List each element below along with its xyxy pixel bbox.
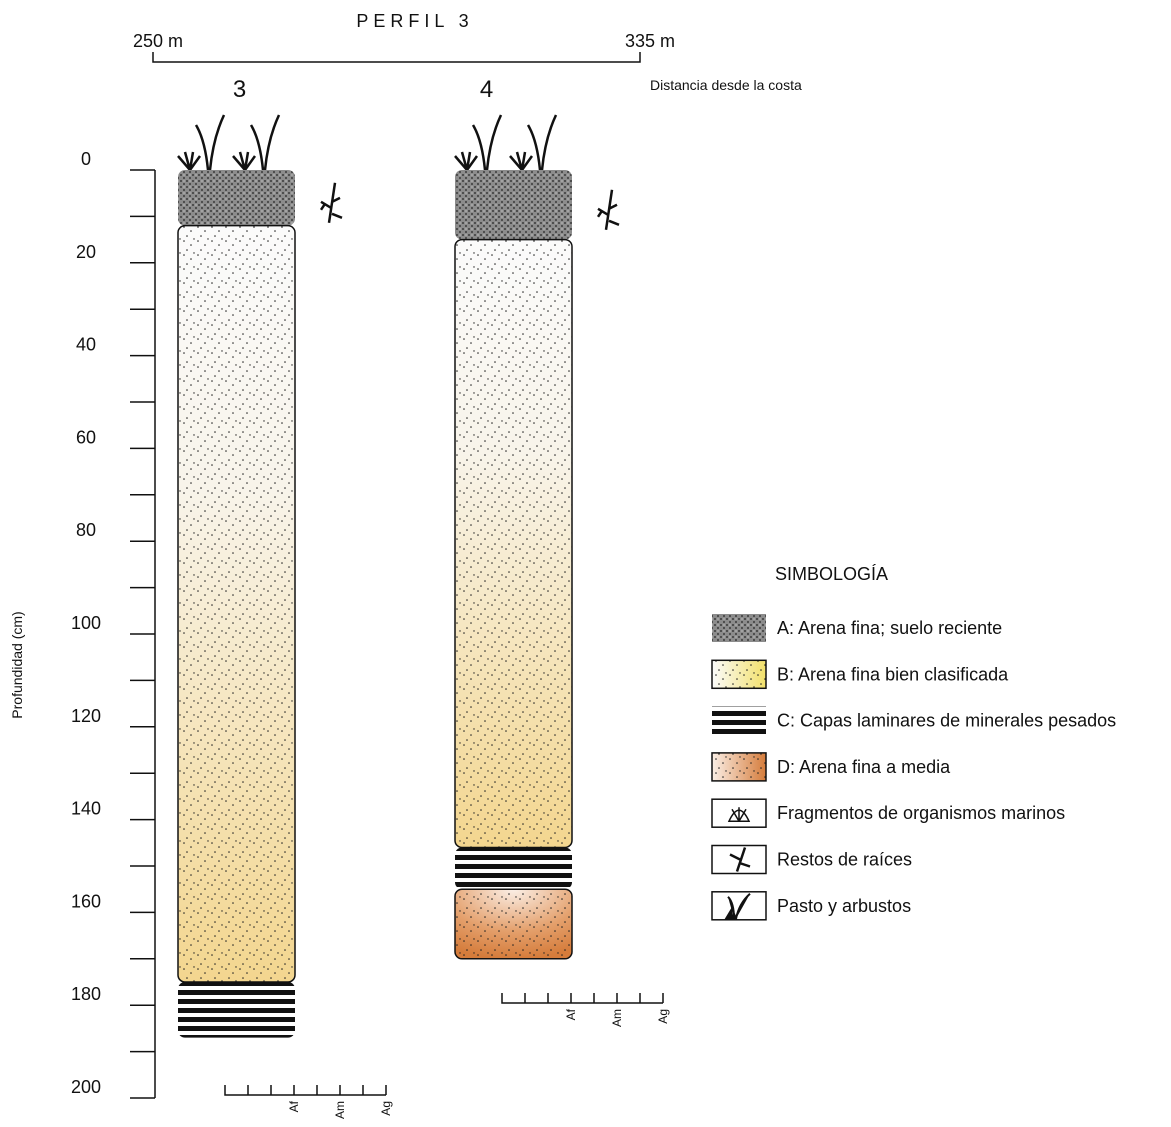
columns: 3 Af Am Ag 4 Af Am Ag	[178, 76, 670, 1119]
legend-swatch	[712, 660, 766, 688]
grain-label: Ag	[656, 1009, 670, 1024]
legend-label: D: Arena fina a media	[777, 757, 951, 777]
layer	[455, 889, 572, 959]
grain-label: Af	[287, 1100, 301, 1112]
tick-label: 60	[76, 427, 96, 447]
legend-swatch	[712, 753, 766, 781]
grain-label: Ag	[379, 1101, 393, 1116]
grain-scale	[502, 993, 663, 1003]
root-icon	[321, 183, 342, 223]
end-label: 335 m	[625, 31, 675, 51]
layer	[455, 240, 572, 848]
tick-label: 40	[76, 335, 96, 355]
caption: Distancia desde la costa	[650, 77, 802, 93]
grass	[455, 115, 501, 170]
grain-label: Am	[610, 1009, 624, 1027]
legend-swatch	[712, 892, 766, 920]
grain-label: Af	[564, 1008, 578, 1020]
legend-label: C: Capas laminares de minerales pesados	[777, 711, 1116, 731]
layer	[455, 847, 572, 889]
legend-label: Fragmentos de organismos marinos	[777, 803, 1065, 823]
layer	[178, 982, 295, 1038]
grain-label: Am	[333, 1101, 347, 1119]
legend-swatch	[712, 614, 766, 642]
legend-swatch	[712, 707, 766, 735]
column-label: 3	[233, 76, 246, 103]
tick-label: 160	[71, 891, 101, 911]
legend-label: Restos de raíces	[777, 850, 912, 870]
tick-label: 200	[71, 1077, 101, 1097]
legend-title: SIMBOLOGÍA	[775, 564, 888, 584]
legend-label: Pasto y arbustos	[777, 896, 911, 916]
distance-bar	[153, 52, 640, 62]
layer	[455, 170, 572, 240]
layer	[178, 226, 295, 982]
column-label: 4	[480, 76, 493, 103]
root-icon	[598, 190, 619, 230]
legend-label: B: Arena fina bien clasificada	[777, 664, 1009, 684]
start-label: 250 m	[133, 31, 183, 51]
grass	[510, 115, 556, 170]
tick-label: 20	[76, 242, 96, 262]
title: PERFIL 3	[356, 11, 473, 31]
legend-label: A: Arena fina; suelo reciente	[777, 618, 1002, 638]
grass	[178, 115, 224, 170]
grain-scale	[225, 1085, 386, 1095]
legend: A: Arena fina; suelo reciente B: Arena fi…	[712, 614, 1116, 920]
grass-icon	[455, 115, 556, 170]
tick-label: 100	[71, 613, 101, 633]
axis-label: Profundidad (cm)	[9, 611, 25, 718]
depth-axis: 0 20 40 60 80 100 120 140 160 180 200	[71, 149, 155, 1098]
layer	[178, 170, 295, 226]
tick-label: 140	[71, 799, 101, 819]
grass	[233, 115, 279, 170]
tick-label: 0	[81, 149, 91, 169]
tick-label: 180	[71, 984, 101, 1004]
grass-icon	[178, 115, 279, 170]
tick-label: 120	[71, 706, 101, 726]
tick-label: 80	[76, 520, 96, 540]
diagram: PERFIL 3 250 m 335 m Distancia desde la …	[0, 0, 1171, 1127]
